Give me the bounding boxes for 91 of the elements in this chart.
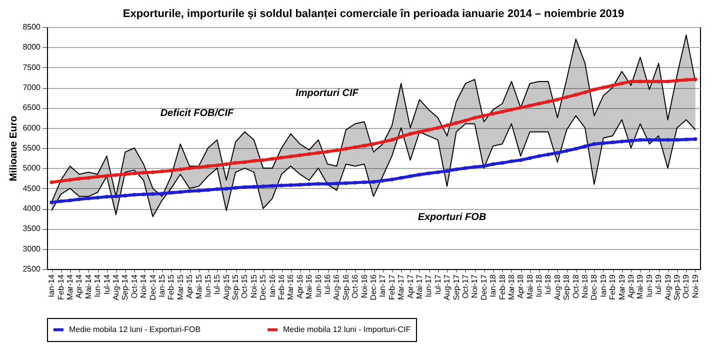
x-tick-label: Apr-16 (295, 274, 304, 299)
x-tick-label: Oct-15 (240, 274, 250, 299)
y-tick-label: 7500 (22, 62, 42, 72)
x-tick-label: Iul-17 (433, 274, 442, 295)
x-tick-label: Mai-14 (84, 274, 93, 299)
y-tick-label: 5000 (22, 164, 42, 173)
x-tick-label: Dec-14 (148, 274, 158, 300)
x-tick-label: Apr-17 (406, 274, 415, 299)
y-tick-label: 4000 (22, 204, 42, 213)
x-tick-label: Sep-15 (231, 274, 240, 300)
x-tick-label: Aug-16 (332, 274, 342, 300)
x-tick-label: Oct-18 (571, 274, 580, 299)
x-tick-label: Mai-16 (304, 274, 314, 299)
annotation: Importuri CIF (296, 88, 360, 99)
x-tick-label: Sep-18 (562, 274, 572, 300)
x-tick-label: Apr-18 (516, 274, 526, 299)
y-tick-label: 5500 (22, 144, 42, 152)
y-tick-label: 2500 (22, 264, 42, 274)
x-tick-label: Feb-19 (608, 274, 618, 300)
x-tick-label: Iul-15 (212, 274, 222, 295)
x-tick-label: Ian-19 (598, 274, 608, 298)
x-tick-label: Noi-19 (690, 274, 700, 298)
chart-title: Exporturile, importurile și soldul balanței comerciale în perioada ianuarie 2014 – noiembrie 2019 (122, 8, 624, 20)
x-tick-label: Oct-17 (460, 274, 470, 299)
x-tick-label: Sep-19 (672, 274, 682, 300)
x-tick-label: Sep-17 (452, 274, 461, 300)
x-tick-label: Aug-17 (442, 274, 452, 300)
x-tick-label: Mai-15 (194, 274, 204, 299)
x-tick-label: Aug-14 (111, 274, 120, 300)
x-tick-label: Noi-14 (139, 274, 148, 298)
x-tick-label: Dec-18 (590, 274, 599, 300)
x-tick-label: Apr-14 (74, 274, 84, 299)
x-tick-label: Mai-17 (414, 274, 424, 299)
x-tick-label: Aug-19 (663, 274, 672, 300)
y-tick-label: 8000 (22, 42, 42, 52)
x-tick-label: Mar-19 (617, 274, 626, 300)
x-tick-label: Mai-19 (636, 274, 645, 299)
x-tick-label: Iul-18 (544, 274, 553, 295)
x-tick-label: Iul-19 (654, 274, 664, 295)
x-tick-label: Mar-16 (286, 274, 296, 300)
x-tick-label: Aug-15 (222, 274, 231, 300)
y-axis-title: Milioane Euro (8, 116, 20, 182)
x-tick-label: Feb-17 (387, 274, 396, 300)
y-tick-label: 4500 (22, 184, 42, 193)
x-tick-label: Noi-18 (580, 274, 590, 298)
x-tick-label: Feb-15 (166, 274, 176, 300)
x-tick-label: Oct-19 (682, 274, 691, 299)
x-tick-label: Iun-15 (203, 274, 212, 298)
y-tick-label: 7000 (22, 83, 42, 92)
x-tick-label: Aug-18 (552, 274, 562, 300)
x-tick-label: Sep-16 (341, 274, 350, 300)
x-tick-label: Iun-14 (93, 274, 102, 298)
x-tick-label: Apr-19 (626, 274, 636, 299)
y-tick-label: 8500 (22, 22, 42, 32)
x-tick-label: Feb-16 (277, 274, 286, 300)
x-tick-label: Noi-16 (360, 274, 369, 298)
x-tick-label: Mar-18 (506, 274, 516, 300)
x-tick-label: Ian-14 (47, 274, 56, 298)
x-tick-label: Apr-15 (185, 274, 194, 299)
x-tick-label: Iul-16 (323, 274, 332, 295)
x-tick-label: Mar-17 (396, 274, 406, 300)
x-tick-label: Mai-18 (525, 274, 534, 299)
x-tick-label: Ian-18 (488, 274, 498, 298)
x-tick-label: Feb-14 (56, 274, 66, 300)
y-tick-label: 6500 (22, 103, 42, 112)
legend-label: Medie mobila 12 luni - Importuri-CIF (283, 324, 411, 334)
legend-label: Medie mobila 12 luni - Exporturi-FOB (69, 324, 201, 334)
x-tick-label: Noi-15 (249, 274, 258, 298)
x-tick-label: Mar-15 (176, 274, 185, 300)
x-tick-label: Feb-18 (498, 274, 507, 300)
x-tick-label: Oct-14 (130, 274, 139, 299)
x-tick-label: Noi-17 (470, 274, 480, 298)
x-tick-label: Dec-17 (479, 274, 488, 300)
y-tick-label: 3000 (22, 244, 42, 254)
x-tick-label: Ian-15 (157, 274, 166, 298)
x-tick-label: Ian-16 (268, 274, 277, 298)
x-tick-label: Iun-16 (314, 274, 323, 298)
x-tick-label: Ian-17 (378, 274, 388, 298)
x-tick-label: Iun-17 (424, 274, 434, 298)
x-tick-label: Mar-14 (65, 274, 74, 300)
x-tick-label: Dec-16 (369, 274, 378, 300)
annotation: Deficit FOB/CIF (160, 108, 235, 119)
y-tick-label: 3500 (22, 224, 42, 234)
annotation: Exporturi FOB (418, 212, 486, 223)
x-tick-label: Iun-18 (534, 274, 544, 298)
x-tick-label: Sep-14 (120, 274, 130, 300)
x-tick-label: Oct-16 (350, 274, 360, 299)
x-tick-label: Iul-14 (102, 274, 112, 295)
y-tick-label: 6000 (22, 123, 42, 132)
x-tick-label: Iun-19 (644, 274, 654, 298)
x-tick-label: Dec-15 (258, 274, 268, 300)
